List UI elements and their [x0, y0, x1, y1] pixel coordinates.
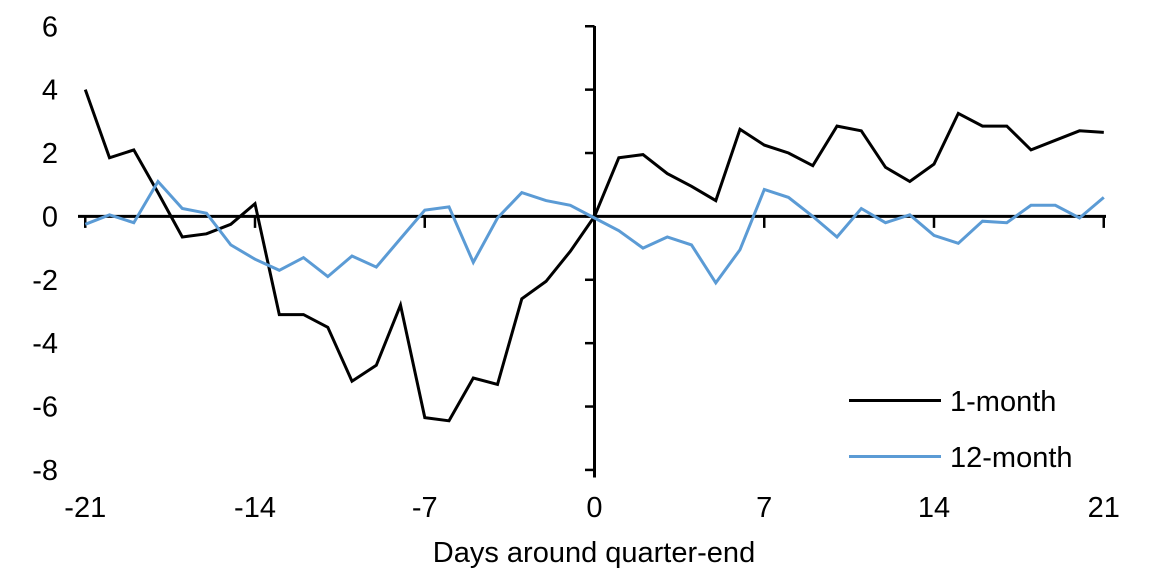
- x-tick-label: 14: [918, 492, 950, 524]
- x-tick-label: 7: [756, 492, 772, 524]
- x-tick-label: 0: [586, 492, 602, 524]
- series-lines: [83, 89, 1105, 423]
- y-tick-label: 0: [42, 201, 58, 233]
- y-tick-label: 4: [42, 75, 58, 107]
- x-tick-label: 21: [1088, 492, 1120, 524]
- y-tick-label: 2: [42, 138, 58, 170]
- legend: 1-month 12-month: [849, 386, 1073, 474]
- x-axis-title: Days around quarter-end: [433, 537, 755, 569]
- series-line-12-month: [84, 178, 1105, 286]
- y-tick-label: -2: [32, 265, 58, 297]
- legend-label-1-month: 1-month: [950, 386, 1056, 418]
- x-tick-label: -21: [64, 492, 106, 524]
- y-tick-label: -8: [32, 455, 58, 487]
- x-tick-label: -7: [412, 492, 438, 524]
- y-tick-label: 6: [42, 11, 58, 43]
- y-tick-label: -4: [32, 328, 58, 360]
- legend-label-12-month: 12-month: [950, 442, 1073, 474]
- y-tick-label: -6: [32, 392, 58, 424]
- y-tick-labels: 6 4 2 0 -2 -4 -6 -8: [32, 11, 58, 487]
- x-tick-labels: -21 -14 -7 0 7 14 21: [64, 492, 1120, 524]
- x-tick-label: -14: [234, 492, 276, 524]
